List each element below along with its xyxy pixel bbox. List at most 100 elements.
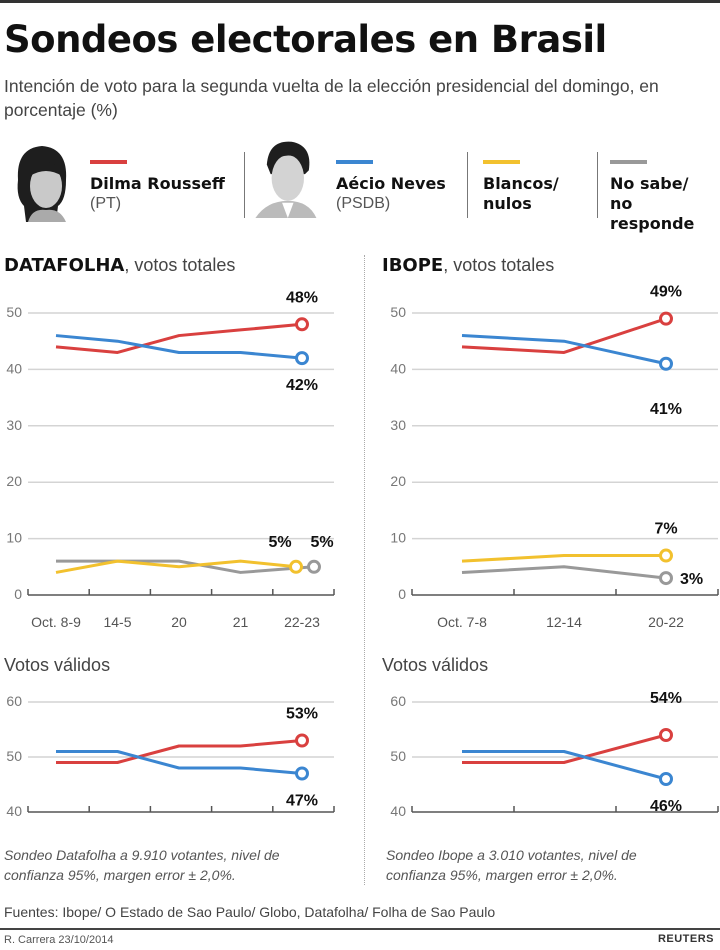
- series-line-a-cio-neves: [462, 750, 667, 781]
- y-tick-label: 0: [14, 586, 22, 602]
- series-end-marker: [659, 571, 673, 586]
- datafolha-total-title: DATAFOLHA, votos totales: [4, 255, 235, 276]
- series-end-marker: [295, 351, 309, 366]
- series-end-marker: [659, 548, 673, 563]
- legend-sublabel: (PSDB): [336, 195, 391, 212]
- legend-label-line2: nulos: [483, 194, 532, 213]
- y-tick-label: 20: [390, 473, 406, 489]
- legend-item-nosabe: No sabe/ no responde: [610, 160, 720, 234]
- y-tick-label: 40: [390, 803, 406, 819]
- y-tick-label: 0: [398, 586, 406, 602]
- data-label: 3%: [680, 571, 703, 588]
- legend-divider: [467, 152, 468, 218]
- x-tick-label: 20: [171, 614, 187, 630]
- series-line-dilma-rousseff: [55, 322, 303, 354]
- series-end-marker: [307, 559, 321, 574]
- data-label: 48%: [286, 289, 318, 306]
- legend-divider: [597, 152, 598, 218]
- bottom-rule: [0, 928, 720, 930]
- y-tick-label: 50: [6, 304, 22, 320]
- series-line-a-cio-neves: [56, 750, 303, 775]
- series-line-a-cio-neves: [55, 334, 303, 360]
- y-tick-label: 40: [390, 360, 406, 376]
- legend-divider: [244, 152, 245, 218]
- ibope-valid-chart: 40 50 60 54% 46%: [390, 690, 719, 819]
- series-end-marker: [659, 772, 673, 786]
- series-end-marker: [289, 559, 303, 574]
- sources: Fuentes: Ibope/ O Estado de Sao Paulo/ G…: [4, 904, 496, 920]
- x-tick-label: 22-23: [284, 614, 320, 630]
- ibope-total-title: IBOPE, votos totales: [382, 255, 554, 276]
- ibope-valid-title: Votos válidos: [382, 655, 489, 675]
- page-title: Sondeos electorales en Brasil: [4, 18, 607, 61]
- series-line-no-sabe-no-responde: [56, 559, 315, 574]
- legend-item-dilma: Dilma Rousseff (PT): [90, 160, 225, 214]
- data-label: 46%: [650, 798, 682, 815]
- y-tick-label: 40: [6, 803, 22, 819]
- top-rule: [0, 0, 720, 3]
- data-label: 47%: [286, 793, 318, 810]
- legend-label: Blancos/: [483, 174, 559, 193]
- datafolha-valid-title: Votos válidos: [4, 655, 111, 675]
- series-end-marker: [295, 733, 309, 748]
- datafolha-total-chart: 0 10 20 30 40 50 Oct. 8-9 14-5 20 21 22-23 48% 42% 5%…: [6, 289, 335, 630]
- legend-swatch-blue: [336, 160, 373, 164]
- page-subtitle: Intención de voto para la segunda vuelta…: [4, 76, 659, 120]
- aecio-portrait-icon: [255, 141, 317, 218]
- legend-sublabel: (PT): [90, 195, 122, 212]
- legend-label-line2: no responde: [610, 194, 695, 233]
- datafolha-title-bold: DATAFOLHA: [4, 255, 125, 276]
- x-tick-label: 20-22: [648, 614, 684, 630]
- datafolha-note: Sondeo Datafolha a 9.910 votantes, nivel…: [4, 847, 280, 883]
- legend-swatch-gray: [610, 160, 647, 164]
- data-label: 53%: [286, 706, 318, 723]
- series-end-marker: [659, 356, 673, 371]
- legend-label: Dilma Rousseff: [90, 174, 225, 193]
- y-tick-label: 40: [6, 360, 22, 376]
- datafolha-valid-chart: 40 50 60 53% 47%: [6, 693, 335, 819]
- x-tick-label: 14-5: [103, 614, 131, 630]
- data-label: 54%: [650, 690, 682, 707]
- legend-item-aecio: Aécio Neves (PSDB): [336, 160, 446, 214]
- series-line-no-sabe-no-responde: [461, 565, 667, 580]
- series-end-marker: [295, 766, 309, 781]
- data-label: 5%: [268, 534, 291, 551]
- legend-swatch-yellow: [483, 160, 520, 164]
- data-label: 5%: [310, 534, 333, 551]
- legend-label: No sabe/: [610, 174, 689, 193]
- x-tick-label: Oct. 7-8: [437, 614, 487, 630]
- credit: R. Carrera 23/10/2014: [4, 934, 114, 946]
- series-line-dilma-rousseff: [56, 739, 303, 764]
- legend: Dilma Rousseff (PT) Aécio Neves (PSDB) B…: [0, 140, 720, 233]
- series-line-blancos-nulos: [461, 554, 666, 563]
- y-tick-label: 50: [6, 748, 22, 764]
- y-tick-label: 10: [390, 530, 406, 546]
- dilma-portrait-icon: [17, 146, 67, 222]
- data-label: 42%: [286, 377, 318, 394]
- ibope-note: Sondeo Ibope a 3.010 votantes, nivel de …: [386, 847, 637, 883]
- x-tick-label: Oct. 8-9: [31, 614, 81, 630]
- series-line-a-cio-neves: [461, 334, 667, 366]
- y-tick-label: 30: [390, 417, 406, 433]
- legend-item-blancos: Blancos/ nulos: [483, 160, 559, 214]
- data-label: 41%: [650, 401, 682, 418]
- data-label: 49%: [650, 284, 682, 301]
- series-line-dilma-rousseff: [462, 733, 667, 764]
- series-line-dilma-rousseff: [461, 317, 667, 354]
- panel-divider: [364, 255, 365, 885]
- brand-logo: REUTERS: [657, 933, 714, 945]
- ibope-total-chart: 0 10 20 30 40 50 Oct. 7-8 12-14 20-22 49% 41% 7% 3%: [390, 284, 719, 630]
- y-tick-label: 20: [6, 473, 22, 489]
- datafolha-title-rest: , votos totales: [124, 255, 236, 275]
- y-tick-label: 50: [390, 748, 406, 764]
- series-end-marker: [659, 311, 673, 326]
- series-end-marker: [295, 317, 309, 332]
- data-label: 7%: [654, 521, 677, 538]
- legend-label: Aécio Neves: [336, 174, 446, 193]
- ibope-title-bold: IBOPE: [382, 255, 444, 276]
- series-line-blancos-nulos: [55, 559, 297, 574]
- y-tick-label: 10: [6, 530, 22, 546]
- series-end-marker: [659, 728, 673, 742]
- x-tick-label: 12-14: [546, 614, 582, 630]
- ibope-title-rest: , votos totales: [443, 255, 555, 275]
